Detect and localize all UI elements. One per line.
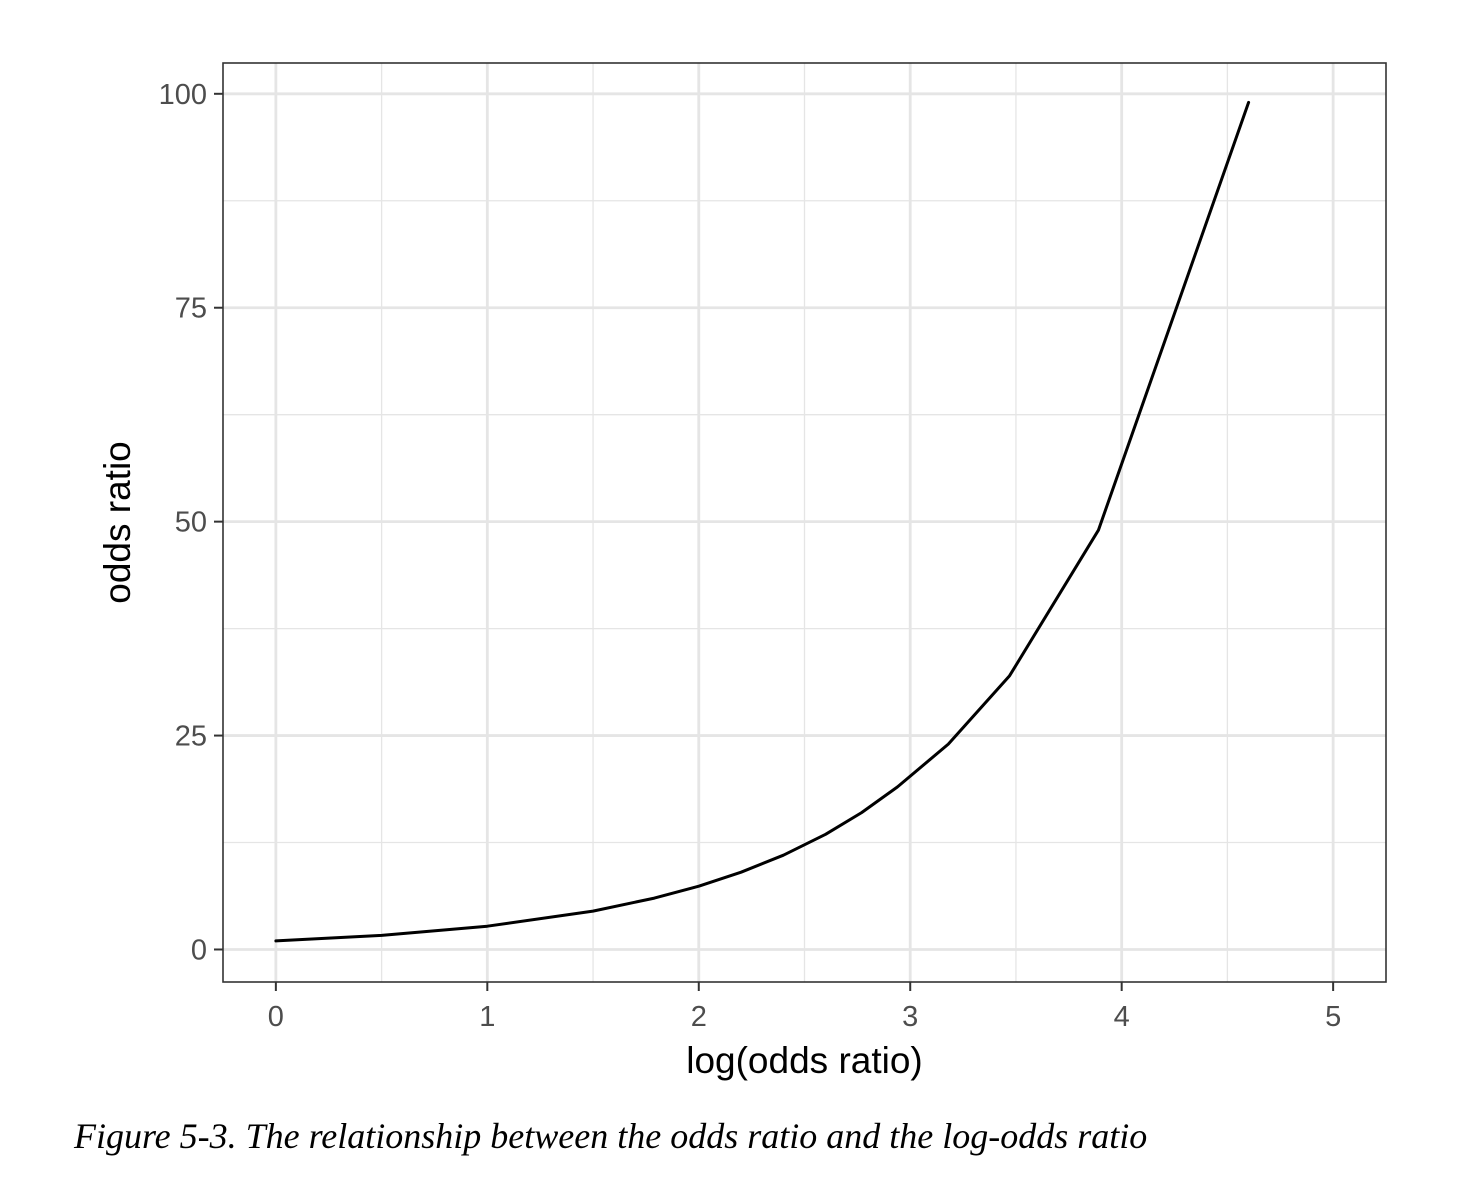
major-grid [223,63,1386,982]
y-axis-title: odds ratio [97,441,138,604]
y-tick-label: 50 [175,507,207,539]
axis-ticks [214,92,1335,991]
x-tick-label: 5 [1325,1001,1341,1033]
x-tick-label: 1 [479,1001,495,1033]
y-tick-label: 75 [175,293,207,325]
y-tick-label: 100 [159,79,207,111]
x-tick-label: 2 [691,1001,707,1033]
x-tick-label: 0 [268,1001,284,1033]
series-layer [274,100,1251,943]
x-tick-label: 4 [1114,1001,1130,1033]
series-line [274,100,1251,943]
x-tick-label: 3 [902,1001,918,1033]
x-axis-title: log(odds ratio) [686,1040,923,1081]
figure-caption: Figure 5-3. The relationship between the… [74,1116,1148,1156]
y-tick-label: 0 [191,934,207,966]
y-tick-label: 25 [175,721,207,753]
